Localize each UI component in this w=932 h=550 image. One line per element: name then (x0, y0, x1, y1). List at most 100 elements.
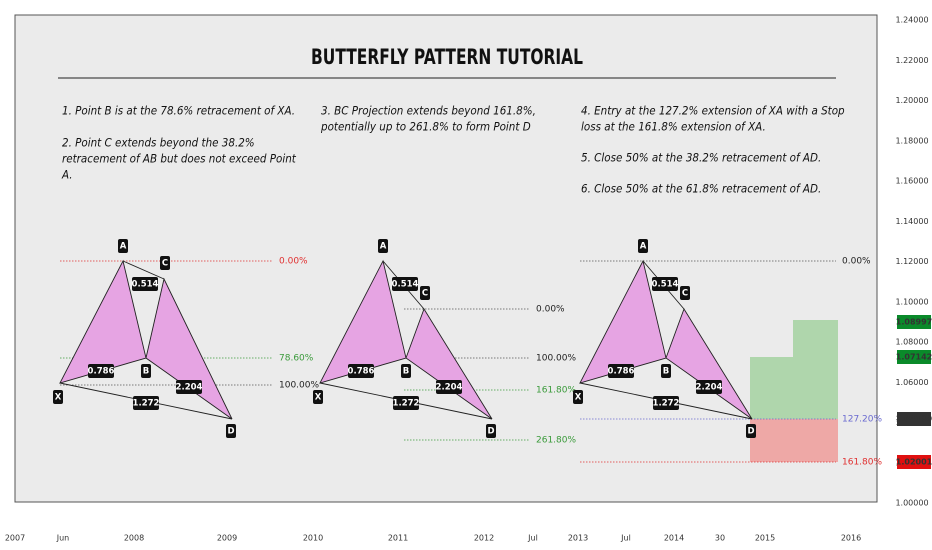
price-marker: 1.07142 (896, 353, 932, 362)
price-marker: 1.02001 (896, 458, 932, 467)
price-tick: 1.10000 (895, 297, 928, 306)
ratio-badge (348, 364, 374, 378)
ratio-badge (652, 277, 678, 291)
point-badge (118, 239, 128, 253)
harmonic-pattern: 0.00% 78.60% 100.00% X A B C D 0.514 0.786 2.204 1.… (53, 239, 319, 438)
point-label: X (315, 393, 322, 403)
harmonic-pattern: 0.00% 127.20% 161.80% X A B C D 0.514 0.786 2.204 1… (573, 239, 882, 468)
point-badge (160, 256, 170, 270)
price-marker: 1.08997 (896, 318, 932, 327)
time-label: 2015 (755, 534, 775, 543)
point-badge (661, 364, 671, 378)
point-label: B (143, 367, 149, 377)
panel (14, 14, 878, 503)
ratio-badge (176, 380, 202, 394)
price-tick: 1.22000 (895, 56, 928, 65)
time-label: 30 (715, 534, 725, 543)
ratio-label: 0.786 (608, 367, 635, 377)
point-badge (746, 424, 756, 438)
point-label: D (227, 427, 234, 437)
note-line: loss at the 161.8% extension of XA. (581, 120, 766, 134)
note-line: 1. Point B is at the 78.6% retracement o… (62, 104, 295, 118)
price-marker-bg (897, 412, 931, 426)
price-tick: 1.08000 (895, 338, 928, 347)
level-label: 0.00% (536, 305, 565, 315)
time-label: 2011 (388, 534, 408, 543)
price-marker-bg (897, 455, 931, 469)
target-zone (750, 320, 838, 419)
point-label: A (380, 242, 387, 252)
ratio-badge (132, 277, 158, 291)
ratio-badge (393, 396, 419, 410)
level-label: 0.00% (842, 257, 871, 267)
point-label: A (120, 242, 127, 252)
point-label: C (162, 259, 168, 269)
time-label: Jun (56, 534, 70, 543)
note-line: retracement of AB but does not exceed Po… (62, 152, 297, 166)
ratio-label: 2.204 (696, 383, 723, 393)
point-badge (638, 239, 648, 253)
time-label: Jul (527, 534, 538, 543)
harmonic-pattern: 0.00% 100.00% 161.80% 261.80% X A B C D 0.514 0.78… (313, 239, 576, 446)
level-label: 161.80% (842, 458, 882, 468)
panel-title: BUTTERFLY PATTERN TUTORIAL (311, 45, 583, 69)
level-label: 261.80% (536, 436, 576, 446)
ratio-badge (653, 396, 679, 410)
ratio-label: 1.272 (393, 399, 420, 409)
note-line: 4. Entry at the 127.2% extension of XA w… (581, 104, 845, 118)
price-tick: 1.24000 (895, 16, 928, 25)
note-line: 5. Close 50% at the 38.2% retracement of… (581, 151, 821, 165)
ratio-label: 0.786 (348, 367, 375, 377)
price-tick: 1.00000 (895, 499, 928, 508)
ratio-label: 2.204 (176, 383, 203, 393)
time-label: 2016 (841, 534, 861, 543)
ratio-label: 0.514 (132, 280, 159, 290)
ratio-label: 1.272 (133, 399, 160, 409)
time-label: 2009 (217, 534, 237, 543)
point-badge (573, 390, 583, 404)
ratio-label: 2.204 (436, 383, 463, 393)
point-label: D (747, 427, 754, 437)
point-badge (53, 390, 63, 404)
time-label: 2012 (474, 534, 494, 543)
ratio-badge (608, 364, 634, 378)
price-marker: 1.04139 (896, 415, 932, 424)
price-tick: 1.12000 (895, 257, 928, 266)
price-tick: 1.14000 (895, 217, 928, 226)
time-label: Jul (620, 534, 631, 543)
level-label: 0.00% (279, 257, 308, 267)
point-label: X (575, 393, 582, 403)
price-marker-bg (897, 315, 931, 329)
point-label: C (682, 289, 688, 299)
ratio-badge (392, 277, 418, 291)
point-badge (141, 364, 151, 378)
ratio-badge (436, 380, 462, 394)
pattern-line (122, 260, 165, 280)
time-label: 2013 (568, 534, 588, 543)
level-label: 78.60% (279, 354, 314, 364)
ratio-badge (88, 364, 114, 378)
point-badge (226, 424, 236, 438)
time-label: 2014 (664, 534, 684, 543)
ratio-badge (133, 396, 159, 410)
ratio-badge (696, 380, 722, 394)
price-tick: 1.18000 (895, 136, 928, 145)
level-label: 161.80% (536, 386, 576, 396)
ratio-label: 0.786 (88, 367, 115, 377)
point-badge (401, 364, 411, 378)
note-line: 2. Point C extends beyond the 38.2% (62, 136, 255, 150)
risk-boxes (750, 320, 838, 462)
price-tick: 1.20000 (895, 96, 928, 105)
point-label: B (403, 367, 409, 377)
point-label: A (640, 242, 647, 252)
ratio-label: 0.514 (652, 280, 679, 290)
stop-zone (750, 419, 838, 462)
time-label: 2010 (303, 534, 323, 543)
ratio-label: 1.272 (653, 399, 680, 409)
time-label: 2008 (124, 534, 144, 543)
note-line: 3. BC Projection extends beyond 161.8%, (321, 104, 536, 118)
level-label: 127.20% (842, 415, 882, 425)
price-tick: 1.16000 (895, 177, 928, 186)
point-label: C (422, 289, 428, 299)
